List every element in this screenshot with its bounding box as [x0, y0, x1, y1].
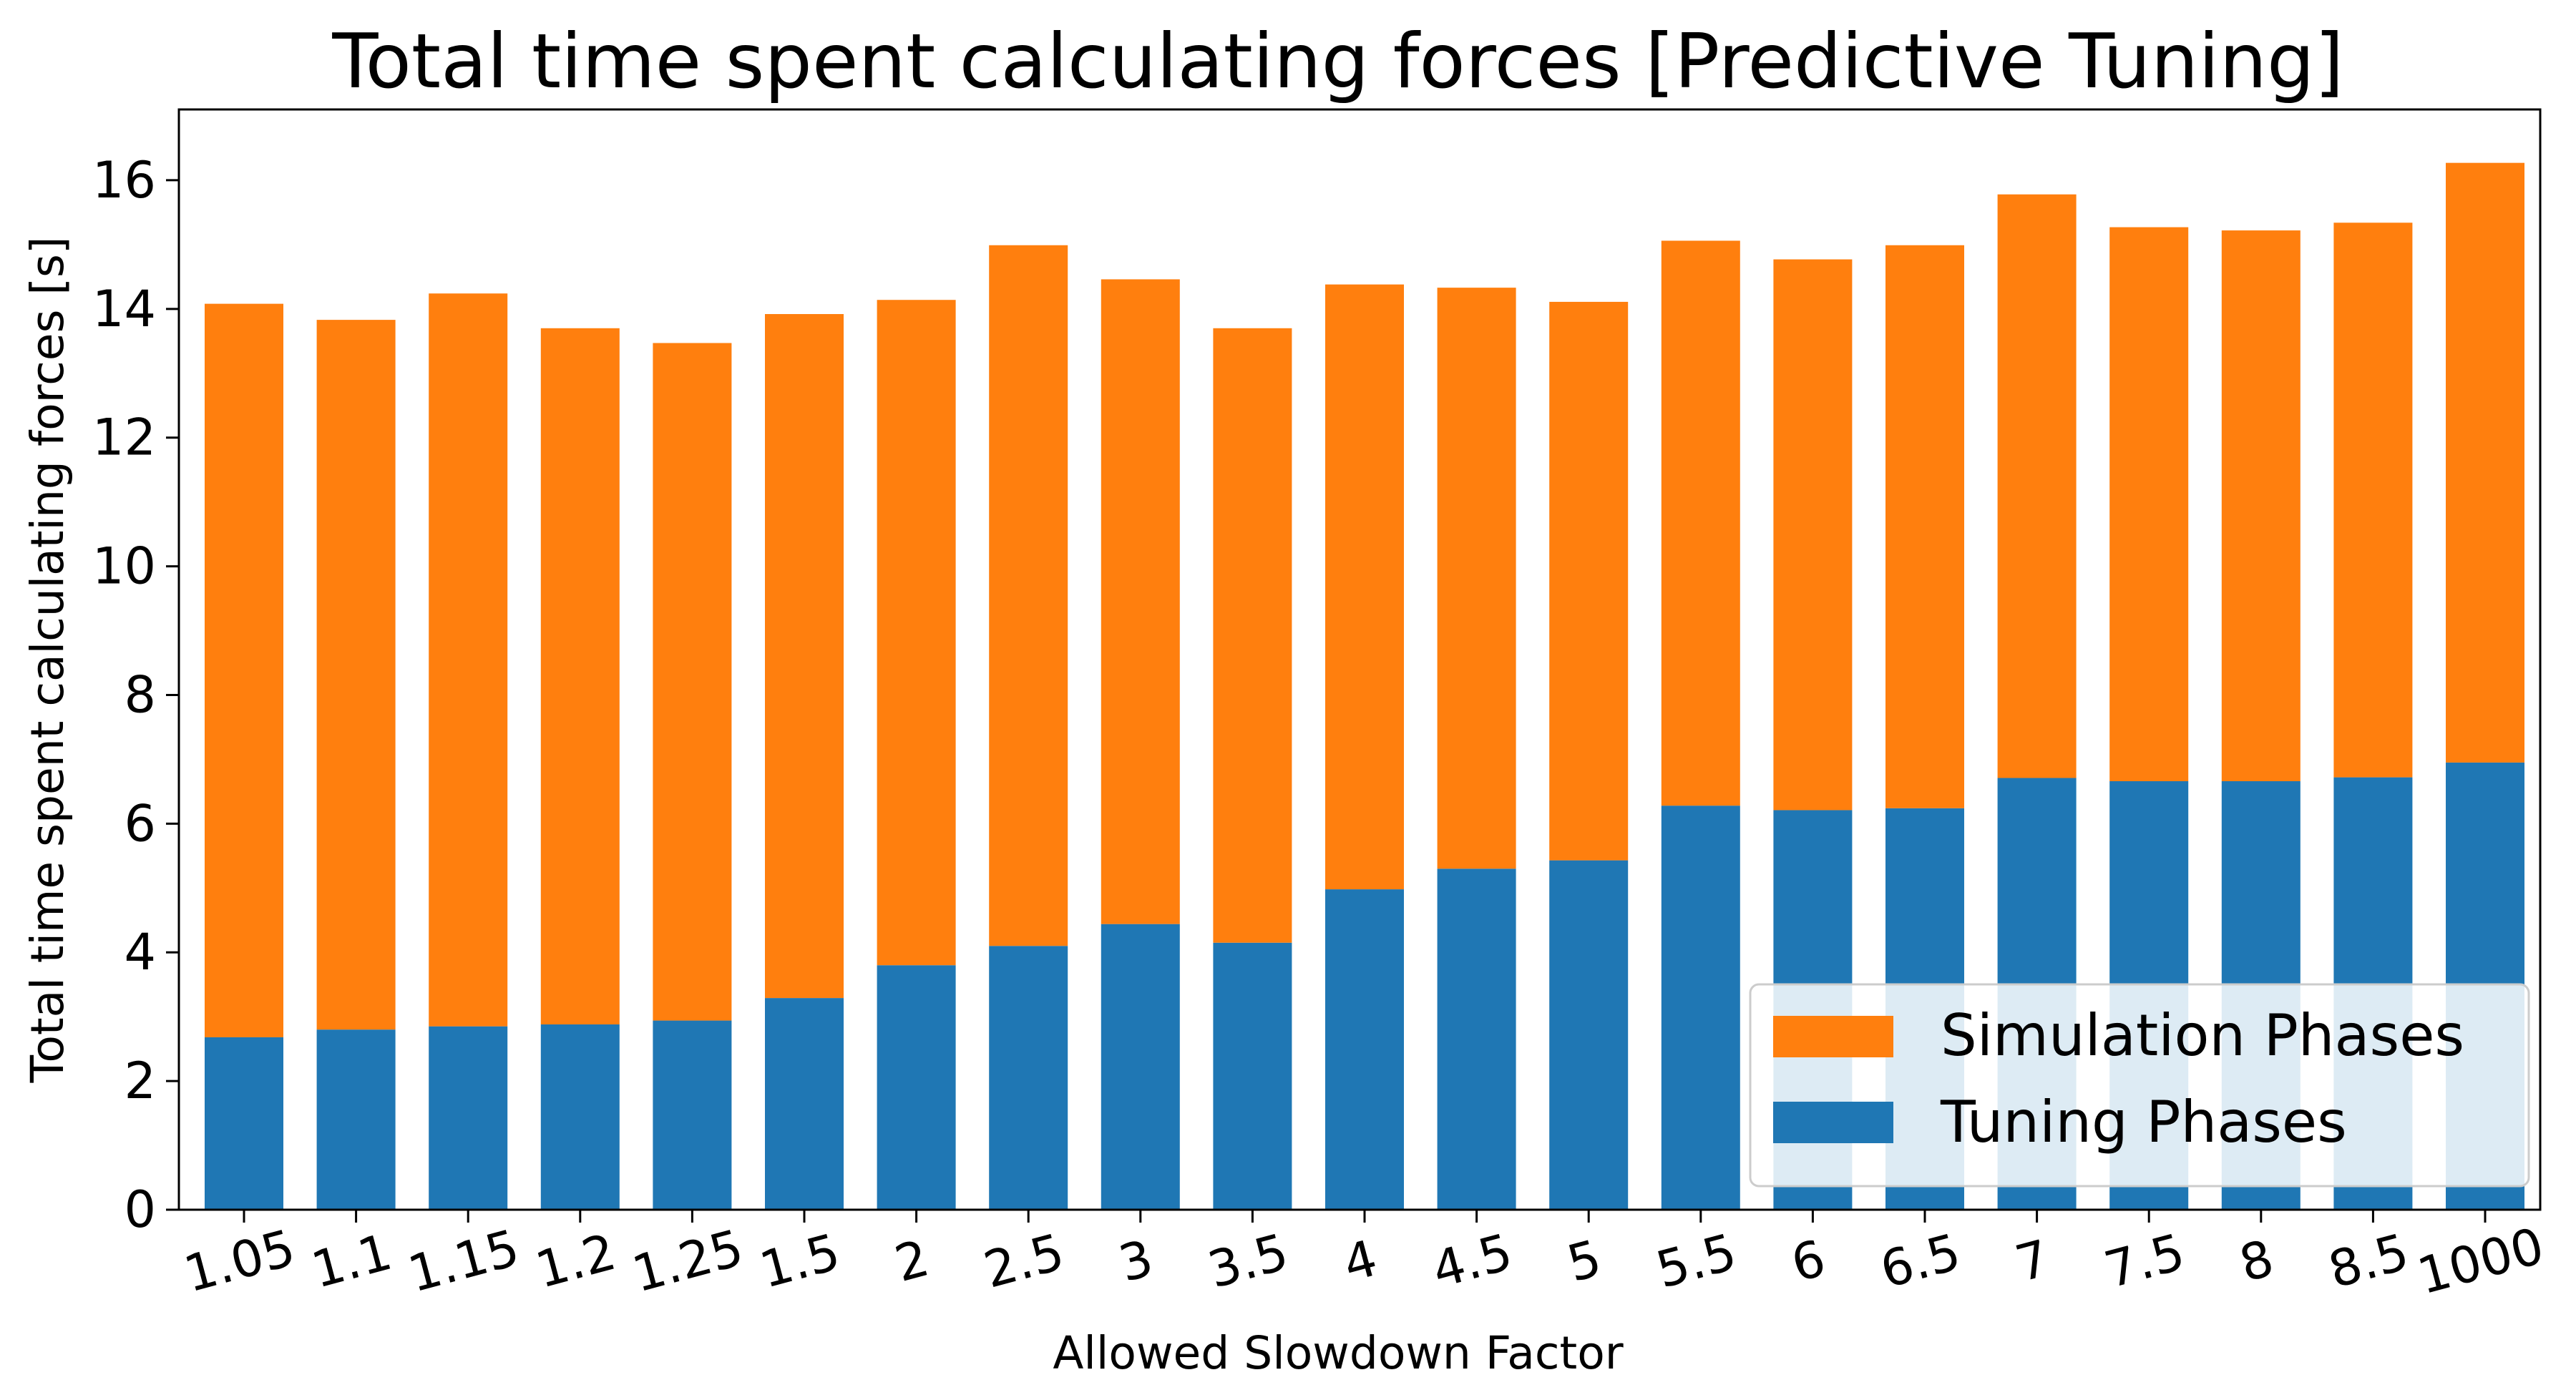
- bar-simulation-5: [1549, 301, 1629, 861]
- legend-swatch-simulation: [1773, 1016, 1893, 1057]
- y-tick-label: 16: [92, 151, 156, 210]
- bar-tuning-4.5: [1437, 868, 1516, 1210]
- bar-simulation-6.5: [1885, 245, 1964, 808]
- x-tick-label: 3.5: [1202, 1223, 1294, 1300]
- legend-label-simulation: Simulation Phases: [1941, 1002, 2464, 1069]
- x-tick-label: 4.5: [1426, 1223, 1518, 1300]
- x-axis-label: Allowed Slowdown Factor: [1053, 1327, 1623, 1379]
- y-axis-label: Total time spent calculating forces [s]: [21, 237, 74, 1084]
- x-tick-label: 1000: [2411, 1216, 2550, 1306]
- bar-simulation-1.1: [316, 320, 396, 1030]
- x-tick-label: 7.5: [2099, 1223, 2191, 1300]
- bar-simulation-7.5: [2109, 227, 2189, 781]
- plot-frame: [177, 108, 2542, 1211]
- x-tick-label: 2.5: [978, 1223, 1070, 1300]
- legend: Simulation Phases Tuning Phases: [1749, 983, 2530, 1188]
- bar-simulation-1000: [2446, 162, 2524, 763]
- bar-simulation-1.5: [765, 314, 844, 999]
- bars-layer: [205, 162, 2524, 1210]
- x-tick-label: 8.5: [2323, 1223, 2415, 1300]
- bar-simulation-8: [2221, 230, 2301, 781]
- bar-tuning-5.5: [1661, 806, 1740, 1210]
- x-tick-label: 1.1: [306, 1223, 398, 1300]
- chart-title: Total time spent calculating forces [Pre…: [331, 18, 2343, 105]
- legend-box: [1749, 983, 2530, 1188]
- x-tick-label: 5: [1561, 1228, 1607, 1293]
- bar-tuning-1.15: [429, 1026, 508, 1210]
- bar-simulation-2: [877, 300, 956, 966]
- legend-swatch-tuning: [1773, 1102, 1893, 1143]
- y-tick-label: 10: [92, 537, 156, 596]
- bar-simulation-1.15: [429, 293, 508, 1027]
- bar-tuning-3: [1101, 924, 1180, 1210]
- x-tick-label: 6: [1785, 1228, 1831, 1293]
- bar-simulation-3.5: [1213, 328, 1292, 943]
- bar-simulation-1.05: [205, 303, 283, 1037]
- x-tick-label: 2: [889, 1228, 935, 1293]
- y-tick-label: 8: [124, 665, 156, 724]
- bar-tuning-1.1: [316, 1029, 396, 1210]
- y-tick-label: 0: [124, 1180, 156, 1239]
- bar-simulation-8.5: [2333, 222, 2413, 778]
- x-tick-label: 1.25: [626, 1218, 749, 1304]
- bar-tuning-5: [1549, 860, 1629, 1210]
- x-tick-label: 3: [1113, 1228, 1158, 1293]
- x-axis-ticks: 1.05 1.1 1.15 1.2 1.25 1.5 2 2.5 3 3.5 4 4.5 5 5.5 6 6.…: [178, 1210, 2550, 1306]
- bar-tuning-2.5: [989, 946, 1068, 1210]
- bar-simulation-4: [1325, 284, 1404, 890]
- bar-tuning-1.2: [540, 1024, 620, 1210]
- x-tick-label: 1.5: [753, 1223, 846, 1300]
- x-tick-label: 6.5: [1874, 1223, 1966, 1300]
- y-tick-label: 12: [92, 408, 156, 467]
- y-tick-label: 14: [92, 280, 156, 338]
- y-axis-ticks: 0 2 4 6 8 10 12 14 16: [92, 151, 179, 1239]
- x-tick-label: 4: [1337, 1228, 1383, 1293]
- x-tick-label: 1.15: [402, 1218, 525, 1304]
- x-tick-label: 1.2: [530, 1223, 622, 1300]
- bar-simulation-7: [1997, 194, 2077, 778]
- bar-simulation-5.5: [1661, 240, 1740, 806]
- bar-tuning-3.5: [1213, 942, 1292, 1210]
- x-tick-label: 7: [2009, 1228, 2055, 1293]
- bar-tuning-2: [877, 965, 956, 1210]
- bar-simulation-2.5: [989, 245, 1068, 946]
- bar-simulation-1.2: [540, 328, 620, 1024]
- bar-simulation-6: [1773, 259, 1853, 811]
- y-tick-label: 2: [124, 1052, 156, 1110]
- bar-simulation-4.5: [1437, 288, 1516, 869]
- bar-tuning-4: [1325, 889, 1404, 1210]
- bar-tuning-1.5: [765, 998, 844, 1210]
- y-tick-label: 6: [124, 794, 156, 853]
- legend-label-tuning: Tuning Phases: [1940, 1089, 2347, 1155]
- bar-tuning-1.05: [205, 1037, 283, 1210]
- x-tick-label: 1.05: [178, 1218, 301, 1304]
- bar-simulation-3: [1101, 279, 1180, 924]
- bar-tuning-1.25: [653, 1020, 732, 1210]
- bar-simulation-1.25: [653, 343, 732, 1021]
- x-tick-label: 8: [2233, 1228, 2279, 1293]
- y-tick-label: 4: [124, 923, 156, 982]
- x-tick-label: 5.5: [1650, 1223, 1742, 1300]
